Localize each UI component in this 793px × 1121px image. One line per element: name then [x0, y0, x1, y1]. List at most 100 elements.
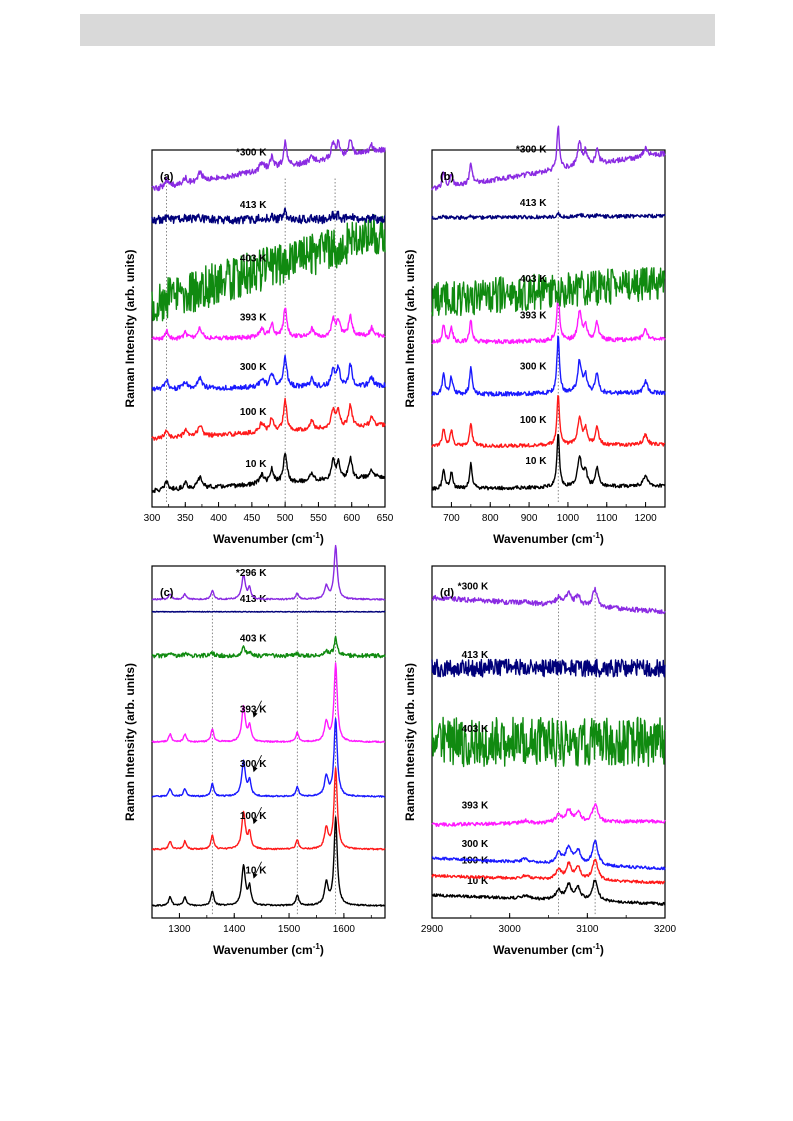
series-label: 413 K	[520, 198, 547, 209]
plot-frame	[431, 149, 666, 508]
series-line-10K	[151, 452, 386, 494]
x-tick-label: 1200	[634, 513, 657, 524]
series-label: *300 K	[516, 144, 547, 155]
x-tick-label: 3100	[576, 924, 599, 935]
x-tick-label: 400	[210, 513, 227, 524]
series-line-403K	[151, 635, 386, 659]
series-line-413K	[431, 658, 666, 678]
x-tick-label: 350	[177, 513, 194, 524]
panel-label: (d)	[440, 587, 454, 599]
series-label: 413 K	[462, 650, 489, 661]
x-tick-label: 550	[310, 513, 327, 524]
series-line-10K	[151, 816, 386, 907]
series-line-393K	[151, 307, 386, 342]
series-line-300K	[151, 718, 386, 798]
series-label: 403 K	[240, 253, 267, 264]
series-line-300K	[431, 335, 666, 397]
arrow-head	[252, 711, 258, 718]
series-line-393K	[151, 662, 386, 744]
plot-frame	[151, 149, 386, 508]
series-label: 413 K	[240, 200, 267, 211]
series-line-300K	[431, 839, 666, 871]
x-tick-label: 700	[443, 513, 460, 524]
series-label: 300 K	[240, 759, 267, 770]
series-line-403K	[431, 716, 666, 768]
y-axis-label: Raman Intensity (arb. units)	[403, 663, 417, 821]
series-label: 393 K	[462, 801, 489, 812]
series-line-403K	[431, 267, 666, 317]
x-axis-label: Wavenumber (cm-1)	[493, 531, 604, 546]
y-axis-label: Raman Intensity (arb. units)	[403, 249, 417, 407]
series-label: 300 K	[520, 361, 547, 372]
x-axis-label: Wavenumber (cm-1)	[213, 531, 324, 546]
series-line-100K	[431, 395, 666, 449]
arrow-head	[252, 818, 258, 825]
x-tick-label: 500	[277, 513, 294, 524]
x-tick-label: 3200	[654, 924, 677, 935]
series-label: *300 K	[458, 582, 489, 593]
series-label: *300 K	[236, 147, 267, 158]
series-line-300K	[431, 586, 666, 615]
page-header-bar	[80, 14, 715, 46]
panel-a: 10 K 100 K 300 K 393 K 403 K 413 K *300 K 300 35…	[123, 139, 394, 546]
series-line-413K	[431, 211, 666, 221]
arrow-head	[252, 766, 258, 773]
series-line-100K	[151, 767, 386, 851]
series-line-296K	[151, 544, 386, 601]
x-tick-label: 800	[482, 513, 499, 524]
series-line-100K	[151, 397, 386, 441]
series-line-393K	[431, 803, 666, 827]
series-line-10K	[431, 879, 666, 906]
series-label: 100 K	[240, 407, 267, 418]
x-tick-label: 900	[521, 513, 538, 524]
x-tick-label: 1100	[596, 513, 618, 524]
series-label: 100 K	[240, 811, 267, 822]
panel-label: (a)	[160, 171, 174, 183]
series-line-300K	[151, 354, 386, 392]
x-tick-label: 2900	[421, 924, 444, 935]
series-label: *296 K	[236, 568, 267, 579]
panel-label: (b)	[440, 171, 454, 183]
x-tick-label: 450	[244, 513, 261, 524]
series-label: 300 K	[462, 839, 489, 850]
x-tick-label: 650	[377, 513, 394, 524]
series-label: 10 K	[245, 459, 267, 470]
series-line-393K	[431, 290, 666, 345]
series-label: 300 K	[240, 362, 267, 373]
x-tick-label: 600	[343, 513, 360, 524]
series-line-403K	[151, 213, 386, 322]
series-label: 393 K	[520, 311, 547, 322]
series-label: 403 K	[462, 724, 489, 735]
series-label: 393 K	[240, 705, 267, 716]
arrow-head	[252, 872, 258, 879]
series-label: 403 K	[240, 633, 267, 644]
series-label: 393 K	[240, 312, 267, 323]
x-tick-label: 1300	[168, 924, 191, 935]
series-label: 413 K	[240, 594, 267, 605]
series-line-300K	[151, 139, 386, 192]
series-label: 403 K	[520, 274, 547, 285]
series-line-10K	[431, 433, 666, 491]
x-axis-label: Wavenumber (cm-1)	[493, 942, 604, 957]
x-axis-label: Wavenumber (cm-1)	[213, 942, 324, 957]
x-tick-label: 300	[144, 513, 161, 524]
x-tick-label: 1000	[557, 513, 580, 524]
x-tick-label: 1500	[278, 924, 301, 935]
x-tick-label: 1600	[333, 924, 356, 935]
series-label: 10 K	[245, 866, 267, 877]
panel-c: 10 K 100 K 300 K 393 K 403 K 413 K *296 K 1300 1…	[123, 544, 386, 957]
series-label: 100 K	[520, 415, 547, 426]
y-axis-label: Raman Intensity (arb. units)	[123, 249, 137, 407]
panel-label: (c)	[160, 587, 174, 599]
series-line-413K	[151, 610, 386, 613]
x-tick-label: 3000	[499, 924, 522, 935]
series-line-413K	[151, 207, 386, 225]
series-line-300K	[431, 125, 666, 191]
series-label: 10 K	[467, 876, 489, 887]
x-tick-label: 1400	[223, 924, 246, 935]
panel-b: 10 K 100 K 300 K 393 K 403 K 413 K *300 K 700 80…	[403, 125, 666, 546]
series-label: 10 K	[525, 456, 547, 467]
y-axis-label: Raman Intensity (arb. units)	[123, 663, 137, 821]
